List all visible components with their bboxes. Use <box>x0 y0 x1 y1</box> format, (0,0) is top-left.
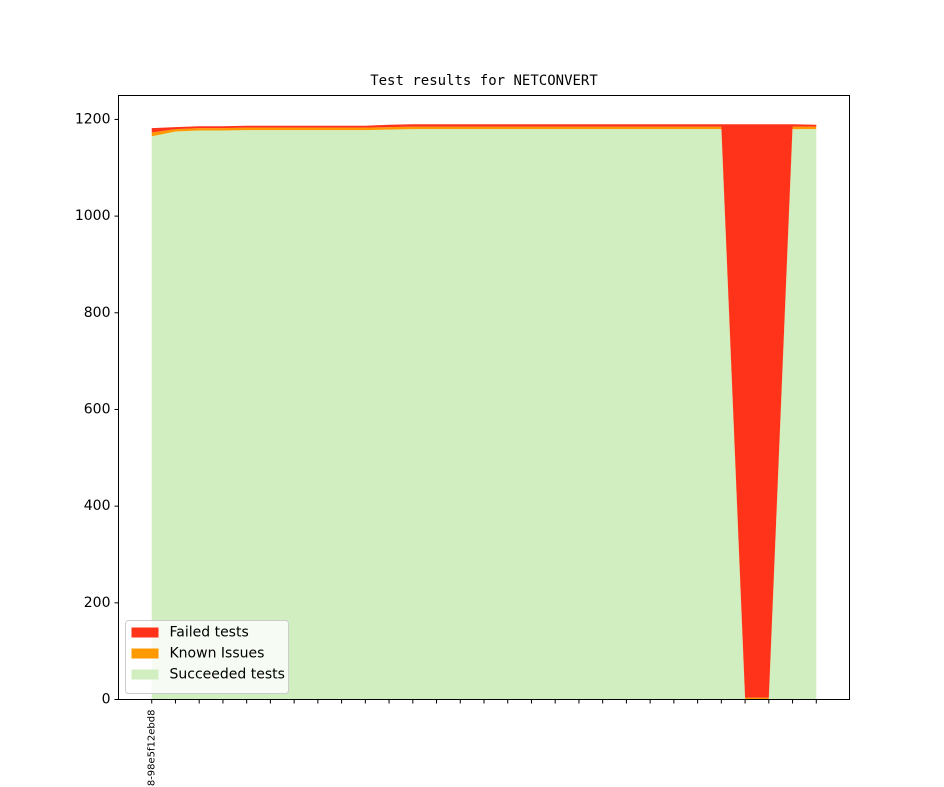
y-tick-label: 1000 <box>75 208 111 224</box>
y-tick-label: 400 <box>84 498 111 514</box>
legend-swatch <box>131 669 159 680</box>
area <box>151 124 817 698</box>
plot-area <box>151 124 817 700</box>
chart-title: Test results for NETCONVERT <box>370 73 598 89</box>
y-tick-label: 200 <box>84 595 111 611</box>
y-tick-label: 800 <box>84 305 111 321</box>
legend-swatch <box>131 627 159 638</box>
legend-swatch <box>131 648 159 659</box>
legend: Failed tests Known Issues Succeeded tests <box>125 620 289 694</box>
area <box>151 129 817 700</box>
x-tick-label: 8-98e5f12ebd8 <box>147 710 158 787</box>
y-tick-label: 1200 <box>75 111 111 127</box>
legend-label: Failed tests <box>170 625 249 641</box>
legend-box <box>125 620 289 694</box>
y-tick-label: 0 <box>102 692 111 708</box>
legend-label: Known Issues <box>170 646 265 662</box>
y-tick-label: 600 <box>84 401 111 417</box>
legend-label: Succeeded tests <box>170 667 285 683</box>
